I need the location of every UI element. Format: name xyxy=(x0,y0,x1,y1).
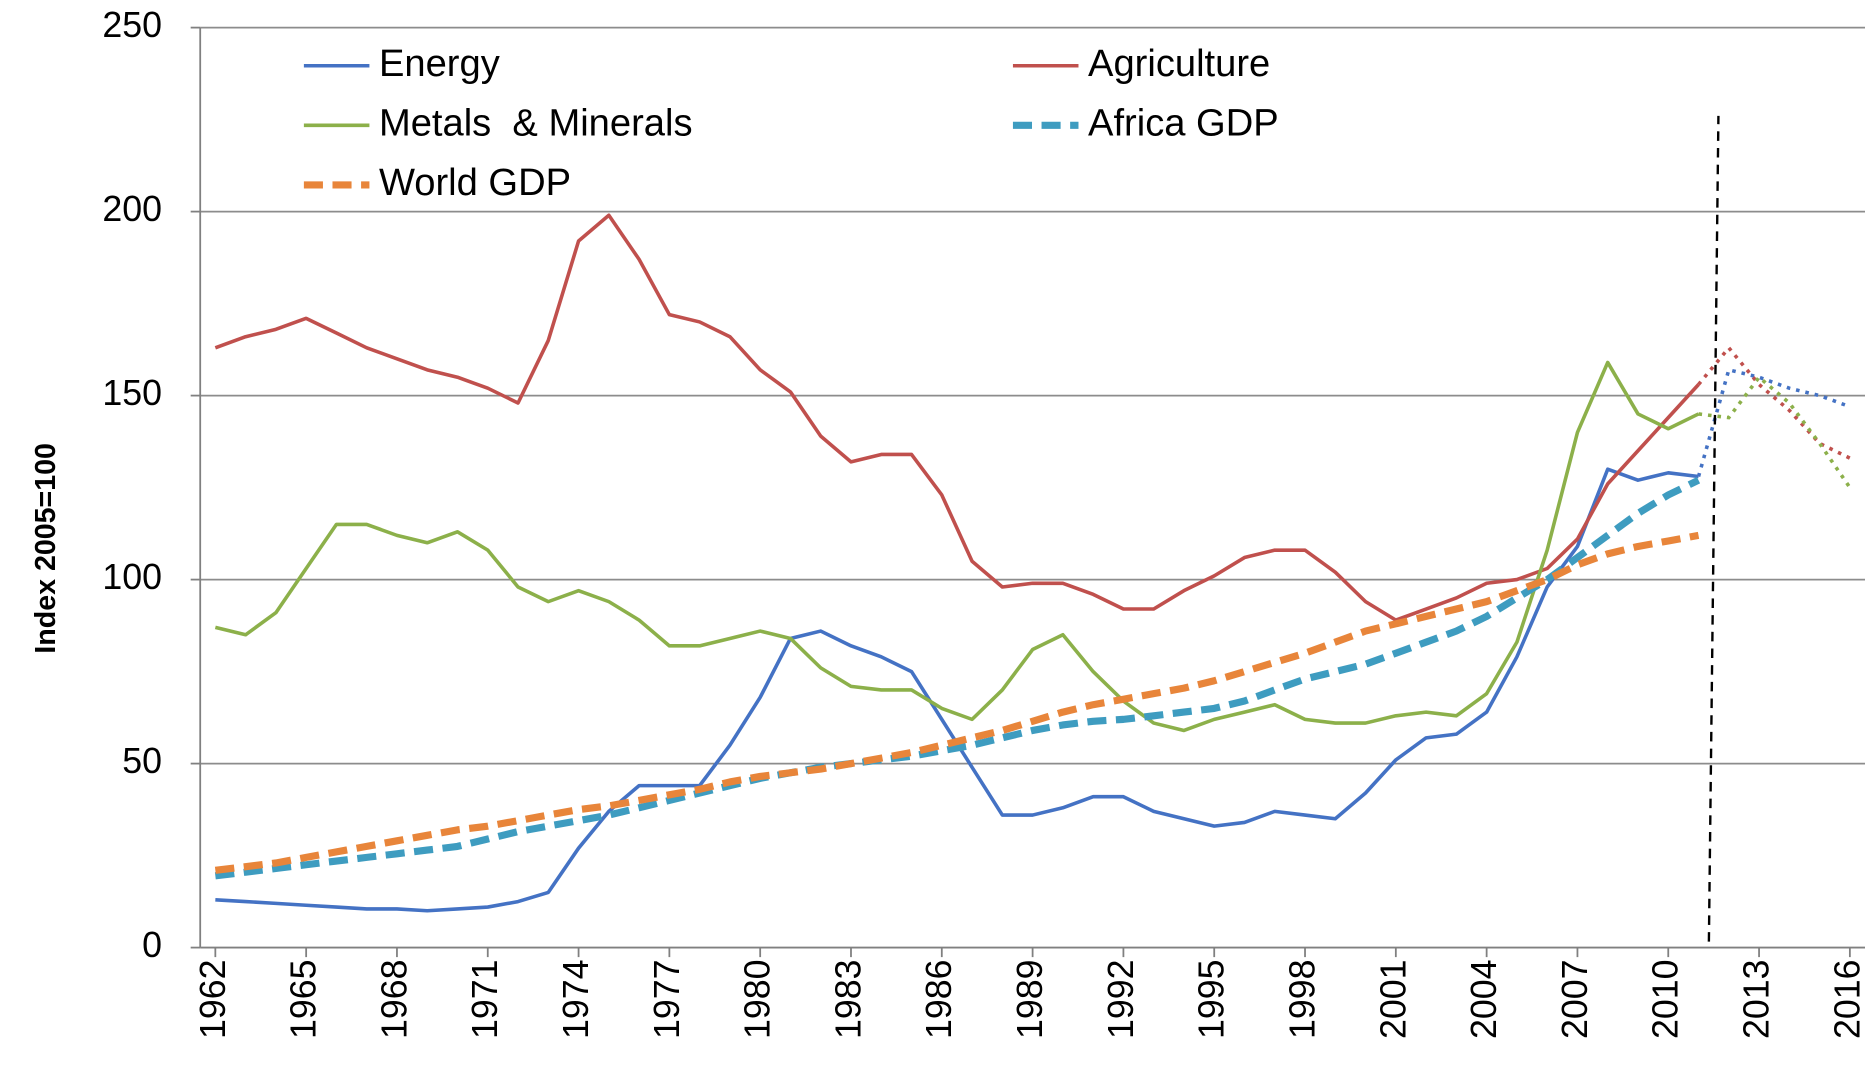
x-tick-label: 1977 xyxy=(647,959,687,1039)
forecast-divider xyxy=(1707,115,1720,942)
y-tick-label: 0 xyxy=(142,925,162,965)
y-axis-label: Index 2005=100 xyxy=(30,443,62,654)
series-line xyxy=(215,467,1699,913)
legend-label: Agriculture xyxy=(1088,42,1270,85)
y-tick-label: 50 xyxy=(122,741,162,781)
x-tick-label: 2013 xyxy=(1736,959,1776,1039)
series-line xyxy=(214,213,1700,622)
x-tick-label: 1980 xyxy=(738,959,778,1039)
series-line xyxy=(214,531,1700,874)
forecast-line xyxy=(1697,344,1851,460)
x-tick-label: 1968 xyxy=(374,959,414,1039)
forecast-line xyxy=(1698,374,1852,489)
legend-label: Africa GDP xyxy=(1088,101,1279,144)
x-tick-label: 2010 xyxy=(1646,959,1686,1039)
series-line xyxy=(214,476,1701,880)
x-tick-label: 1986 xyxy=(919,959,959,1039)
x-tick-label: 1989 xyxy=(1010,959,1050,1039)
legend-label: Metals & Minerals xyxy=(379,101,693,144)
x-tick-label: 1965 xyxy=(284,959,324,1039)
x-tick-label: 2001 xyxy=(1373,959,1413,1039)
y-tick-label: 200 xyxy=(102,189,162,229)
legend-label: World GDP xyxy=(379,161,571,204)
forecast-line xyxy=(1696,367,1851,477)
x-tick-label: 1992 xyxy=(1101,959,1141,1039)
x-tick-label: 1971 xyxy=(465,959,505,1039)
series-line xyxy=(214,360,1700,733)
y-tick-label: 100 xyxy=(102,557,162,597)
x-tick-label: 2016 xyxy=(1827,959,1865,1039)
x-tick-label: 1974 xyxy=(556,959,596,1039)
x-tick-label: 1998 xyxy=(1282,959,1322,1039)
y-tick-label: 150 xyxy=(102,373,162,413)
y-tick-label: 250 xyxy=(102,5,162,45)
x-tick-label: 1983 xyxy=(828,959,868,1039)
x-tick-label: 2007 xyxy=(1555,959,1595,1039)
x-tick-label: 1995 xyxy=(1192,959,1232,1039)
x-tick-label: 1962 xyxy=(193,959,233,1039)
legend-label: Energy xyxy=(379,42,500,85)
x-tick-label: 2004 xyxy=(1464,959,1504,1039)
